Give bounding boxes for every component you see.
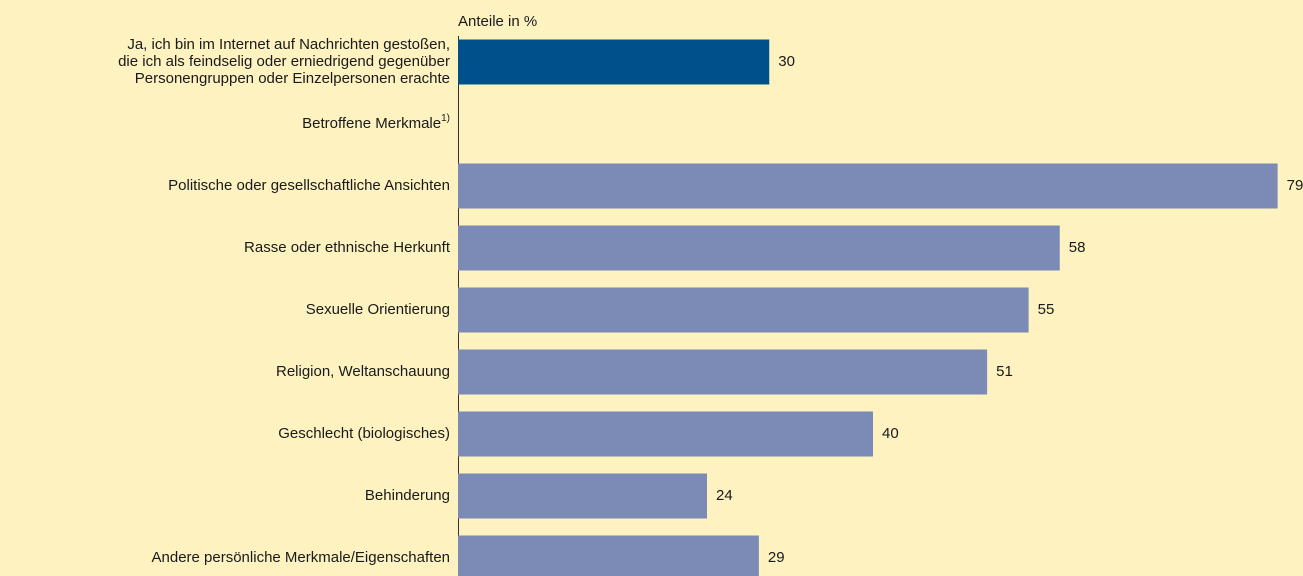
category-label-text: Politische oder gesellschaftliche Ansich… bbox=[168, 177, 450, 194]
category-label-text: Behinderung bbox=[365, 487, 450, 504]
value-label: 79 bbox=[1287, 177, 1303, 194]
bar bbox=[458, 473, 707, 519]
bar bbox=[458, 349, 988, 395]
category-label: Religion, Weltanschauung bbox=[276, 363, 450, 380]
value-label: 40 bbox=[882, 425, 899, 442]
category-label-text: Andere persönliche Merkmale/Eigenschafte… bbox=[152, 549, 451, 566]
category-label: Behinderung bbox=[365, 487, 450, 504]
bar bbox=[458, 535, 759, 576]
footnote-marker: 1) bbox=[441, 113, 450, 124]
category-label: Betroffene Merkmale1) bbox=[302, 113, 450, 132]
bar bbox=[458, 287, 1029, 333]
category-label-text: Betroffene Merkmale bbox=[302, 115, 441, 132]
bar bbox=[458, 225, 1060, 271]
value-label: 55 bbox=[1038, 301, 1055, 318]
bar bbox=[458, 39, 770, 85]
value-label: 30 bbox=[778, 53, 795, 70]
category-label: Geschlecht (biologisches) bbox=[278, 425, 450, 442]
category-label-text: Sexuelle Orientierung bbox=[306, 301, 450, 318]
axis-label: Anteile in % bbox=[458, 13, 537, 30]
category-label: Politische oder gesellschaftliche Ansich… bbox=[168, 177, 450, 194]
category-label: Rasse oder ethnische Herkunft bbox=[244, 239, 451, 256]
bar bbox=[458, 163, 1278, 209]
category-label: Ja, ich bin im Internet auf Nachrichten … bbox=[118, 36, 450, 87]
category-label: Sexuelle Orientierung bbox=[306, 301, 450, 318]
category-label-text: Religion, Weltanschauung bbox=[276, 363, 450, 380]
category-label: Andere persönliche Merkmale/Eigenschafte… bbox=[152, 549, 451, 566]
category-label-line: die ich als feindselig oder erniedrigend… bbox=[118, 53, 450, 70]
category-label-text: Rasse oder ethnische Herkunft bbox=[244, 239, 451, 256]
category-label-text: Geschlecht (biologisches) bbox=[278, 425, 450, 442]
value-label: 58 bbox=[1069, 239, 1086, 256]
value-label: 29 bbox=[768, 549, 785, 566]
bar bbox=[458, 411, 873, 457]
category-label-line: Personengruppen oder Einzelpersonen erac… bbox=[135, 70, 450, 87]
category-label-line: Ja, ich bin im Internet auf Nachrichten … bbox=[127, 36, 450, 53]
value-label: 24 bbox=[716, 487, 733, 504]
value-label: 51 bbox=[996, 363, 1013, 380]
